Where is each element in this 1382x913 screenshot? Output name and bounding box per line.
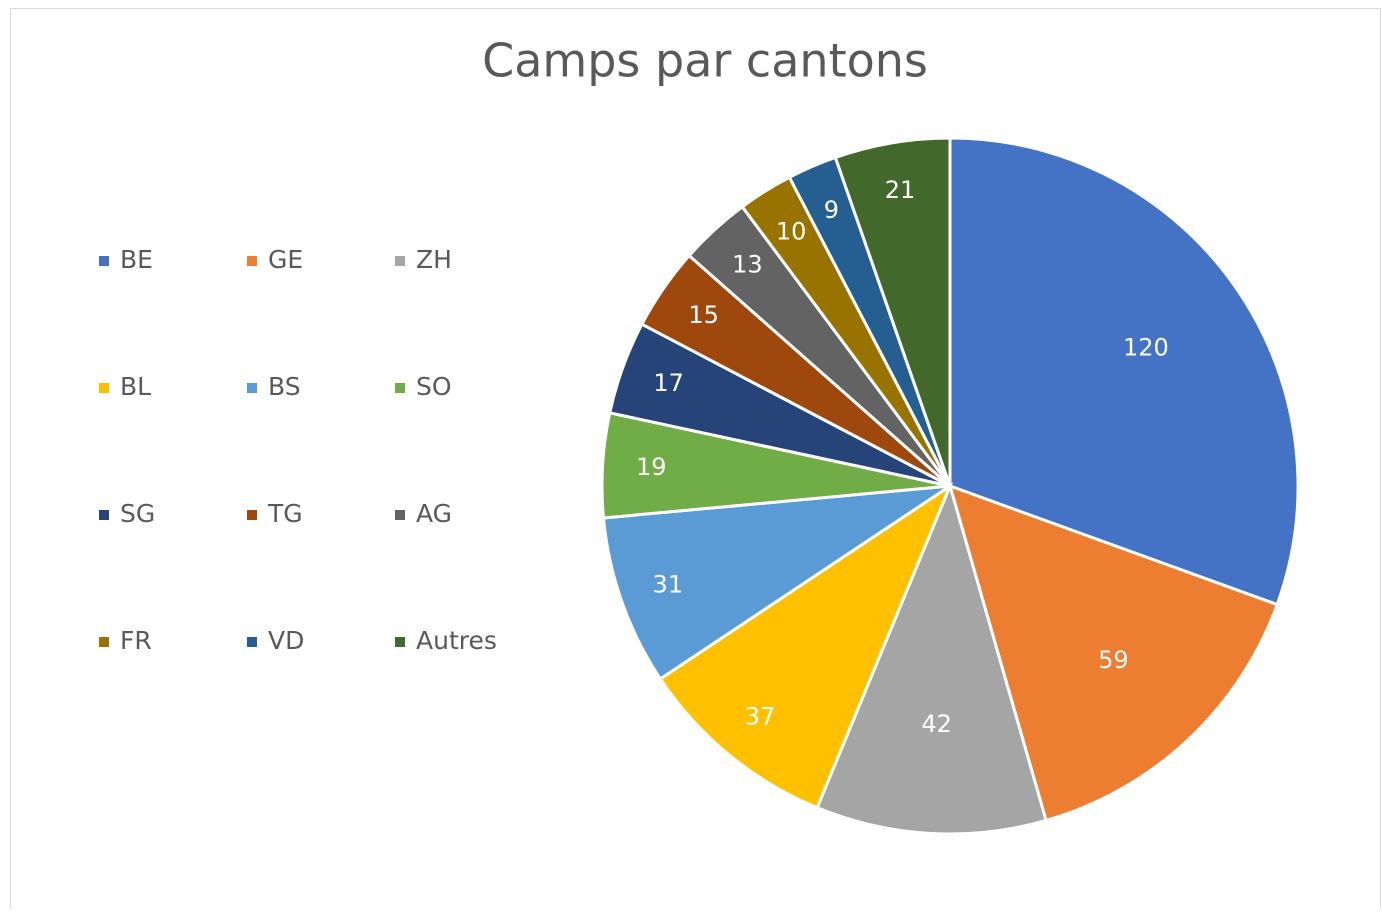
pie-slice (947, 483, 1280, 823)
data-label: 15 (688, 301, 719, 329)
legend-label: FR (120, 626, 152, 655)
pie-slice (601, 484, 951, 681)
pie-slice (948, 136, 1300, 607)
legend-swatch (395, 383, 405, 393)
legend-label: SG (120, 499, 155, 528)
legend-label: BS (268, 372, 301, 401)
pie-slice (658, 482, 954, 810)
data-label: 31 (653, 571, 684, 599)
data-label: 19 (636, 453, 667, 481)
legend-label: SO (416, 372, 452, 401)
legend-swatch (395, 256, 405, 266)
legend-swatch (99, 383, 109, 393)
legend-swatch (247, 256, 257, 266)
data-label: 59 (1098, 646, 1129, 674)
data-label: 37 (745, 702, 776, 730)
legend-swatch (395, 510, 405, 520)
legend-label: BL (120, 372, 151, 401)
legend-swatch (99, 256, 109, 266)
legend-label: VD (268, 626, 304, 655)
legend-swatch (99, 637, 109, 647)
legend-label: AG (416, 499, 452, 528)
data-label: 17 (653, 369, 684, 397)
chart-title: Camps par cantons (482, 34, 928, 88)
legend-swatch (395, 637, 405, 647)
legend-label: ZH (416, 245, 452, 274)
legend-swatch (99, 510, 109, 520)
legend-label: Autres (416, 626, 497, 655)
pie-slice (815, 481, 1048, 836)
legend-swatch (247, 510, 257, 520)
data-label: 21 (885, 176, 916, 204)
data-label: 13 (732, 251, 763, 279)
data-label: 10 (776, 217, 807, 245)
legend-swatch (247, 383, 257, 393)
data-label: 9 (824, 196, 839, 224)
data-label: 120 (1123, 334, 1169, 362)
legend-label: TG (267, 499, 303, 528)
legend-label: BE (120, 245, 153, 274)
legend-swatch (247, 637, 257, 647)
legend-label: GE (268, 245, 303, 274)
data-label: 42 (921, 710, 952, 738)
pie-slice (833, 136, 952, 487)
